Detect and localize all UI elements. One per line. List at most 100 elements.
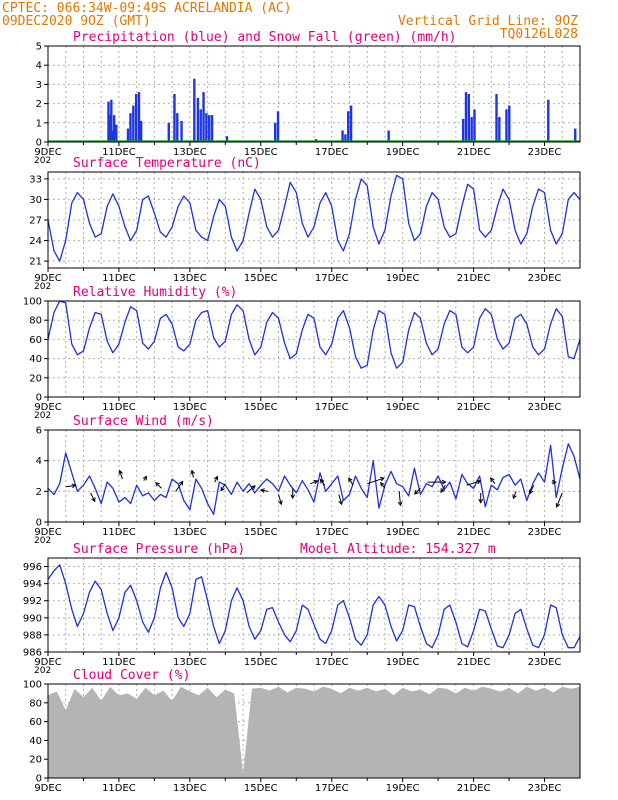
- panel-4: 0 2 4 6 9DEC 11DEC 13DEC 15DEC 17DEC 19DEC 21DEC 23…: [34, 414, 581, 546]
- precip-bar: [505, 109, 508, 142]
- x-tick-label: 9DEC: [34, 273, 61, 284]
- wind-arrow-head: [476, 479, 482, 485]
- x-tick-label: 19DEC: [386, 147, 420, 158]
- panel-2: 21 24 27 30 33 9DEC 11DEC 13DEC 15DEC 17DEC 19DEC 2…: [29, 156, 581, 292]
- precip-bar: [341, 130, 344, 142]
- y-tick-label: 1: [36, 118, 42, 129]
- panels: 0 1 2 3 4 5 9DEC 11DEC 13DEC 15DEC 17DEC 19DEC 21DEC…: [23, 30, 581, 794]
- precip-bar: [110, 99, 113, 142]
- wind-arrow: [466, 480, 481, 486]
- wind-arrow-head: [259, 488, 265, 493]
- precip-bar: [495, 94, 498, 142]
- precip-bar: [498, 117, 501, 142]
- panel-title: Surface Temperature (nC): [73, 156, 261, 171]
- x-tick-label: 23DEC: [528, 527, 562, 538]
- precip-bar: [344, 134, 347, 142]
- wind-arrow: [310, 480, 318, 485]
- wind-arrow: [320, 479, 326, 486]
- x-tick-label: 19DEC: [386, 657, 420, 668]
- wind-arrow: [278, 494, 282, 505]
- x-tick-label: 11DEC: [102, 783, 136, 794]
- wind-arrow: [490, 477, 496, 484]
- y-tick-label: 27: [29, 216, 42, 227]
- wind-arrow-head: [319, 478, 325, 484]
- x-tick-label: 13DEC: [173, 147, 207, 158]
- wind-arrow-head: [190, 469, 195, 475]
- surface-temperature-line: [47, 174, 581, 262]
- x-tick-label: 19DEC: [386, 273, 420, 284]
- panel-frame: [47, 429, 581, 523]
- surface-pressure-line: [47, 564, 581, 649]
- precip-bar: [193, 78, 196, 142]
- year-label: 202: [34, 536, 51, 546]
- precip-bar: [464, 92, 468, 142]
- precip-bar: [349, 105, 353, 142]
- wind-arrow-head: [348, 477, 353, 483]
- precip-bar: [111, 130, 114, 142]
- x-tick-label: 9DEC: [34, 527, 61, 538]
- precip-bar: [508, 105, 511, 142]
- panel-title: Precipitation (blue) and Snow Fall (gree…: [73, 30, 457, 45]
- wind-arrow-head: [512, 494, 517, 500]
- y-tick-label: 100: [23, 680, 42, 691]
- wind-arrow-head: [71, 483, 77, 489]
- x-tick-label: 21DEC: [457, 783, 491, 794]
- wind-arrow: [90, 492, 96, 502]
- panel-title: Surface Wind (m/s): [73, 414, 214, 429]
- wind-arrow-head: [213, 475, 219, 481]
- wind-arrow-head: [379, 476, 385, 482]
- panel-6: 0 20 40 60 80 100 9DEC 11DEC 13DEC 15DEC 17DEC 19DE…: [23, 668, 581, 794]
- y-tick-label: 24: [29, 236, 42, 247]
- wind-arrow-head: [118, 469, 123, 475]
- x-tick-label: 9DEC: [34, 783, 61, 794]
- y-tick-label: 994: [23, 579, 42, 590]
- relative-humidity-line: [47, 300, 581, 369]
- panel-1: 0 1 2 3 4 5 9DEC 11DEC 13DEC 15DEC 17DEC 19DEC 21DEC…: [34, 30, 581, 166]
- y-tick-label: 0: [36, 138, 42, 149]
- wind-arrow-head: [250, 485, 256, 490]
- header-grid-line: Vertical Grid Line: 9OZ: [398, 14, 578, 29]
- wind-arrow-head: [440, 488, 445, 494]
- header-model: TQ0126L028: [500, 27, 578, 42]
- precip-bar: [139, 120, 143, 142]
- x-tick-label: 15DEC: [244, 402, 278, 413]
- x-tick-label: 19DEC: [386, 783, 420, 794]
- x-tick-label: 17DEC: [315, 273, 349, 284]
- wind-arrow: [367, 477, 385, 485]
- wind-arrow-head: [290, 494, 296, 500]
- wind-arrow-head: [380, 481, 385, 487]
- y-tick-label: 990: [23, 613, 42, 624]
- x-tick-label: 11DEC: [102, 402, 136, 413]
- wind-arrow: [556, 492, 563, 508]
- y-tick-label: 996: [23, 562, 42, 573]
- y-tick-label: 0: [36, 774, 42, 785]
- precip-bar: [180, 120, 183, 142]
- precip-bar: [132, 105, 135, 142]
- x-tick-label: 9DEC: [34, 147, 61, 158]
- y-tick-label: 988: [23, 630, 42, 641]
- x-tick-label: 17DEC: [315, 657, 349, 668]
- x-tick-label: 23DEC: [528, 402, 562, 413]
- wind-arrow-head: [490, 477, 495, 483]
- precip-bar: [107, 101, 110, 142]
- x-tick-label: 13DEC: [173, 273, 207, 284]
- precip-bar: [167, 122, 170, 142]
- y-tick-label: 6: [36, 426, 42, 437]
- y-tick-label: 80: [29, 316, 42, 327]
- y-tick-label: 4: [36, 456, 42, 467]
- x-tick-label: 15DEC: [244, 147, 278, 158]
- y-tick-label: 0: [36, 518, 42, 529]
- wind-arrow: [191, 470, 194, 478]
- precip-bar: [205, 113, 208, 142]
- precip-bar: [574, 128, 577, 142]
- wind-arrow: [119, 470, 123, 480]
- panel-frame: [47, 683, 581, 779]
- y-tick-label: 21: [29, 257, 42, 268]
- y-tick-label: 60: [29, 717, 42, 728]
- precip-bar: [473, 109, 476, 142]
- x-tick-label: 13DEC: [173, 657, 207, 668]
- x-tick-label: 21DEC: [457, 273, 491, 284]
- wind-arrow-head: [220, 486, 225, 492]
- wind-arrow: [65, 484, 76, 488]
- panel-frame: [47, 45, 581, 143]
